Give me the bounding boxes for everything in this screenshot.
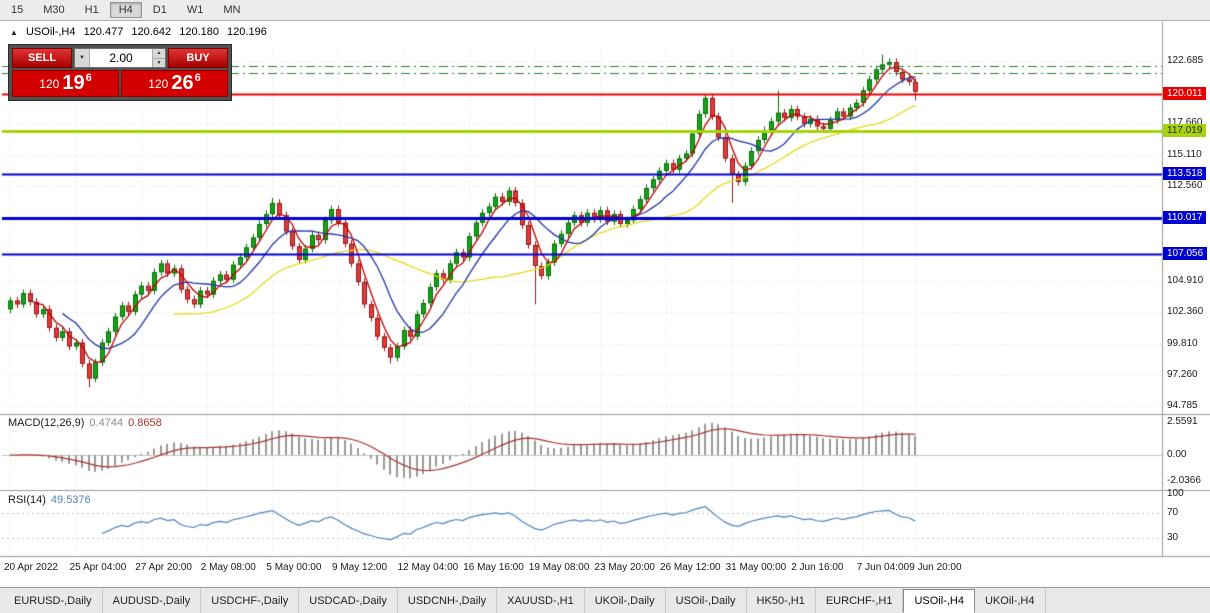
timeframe-button-h4[interactable]: H4 xyxy=(109,2,142,18)
price-axis[interactable] xyxy=(1163,22,1210,556)
tab-eurusd-daily[interactable]: EURUSD-,Daily xyxy=(4,588,103,613)
timeframe-toolbar: 15 M30 H1 H4 D1 W1 MN xyxy=(0,0,1210,21)
bid-price[interactable]: 120 19 6 xyxy=(12,70,119,97)
rsi-label: RSI(14) xyxy=(8,494,46,506)
rsi-value: 49.5376 xyxy=(50,494,91,506)
tab-xauusd-h1[interactable]: XAUUSD-,H1 xyxy=(497,588,585,613)
macd-label: MACD(12,26,9) xyxy=(8,417,85,429)
timeframe-button-mn[interactable]: MN xyxy=(223,4,241,16)
one-click-trading-panel: SELL ▼ 2.00 ▲ ▼ BUY 120 19 6 120 26 6 xyxy=(8,44,232,101)
ohlc-high: 120.642 xyxy=(131,26,172,38)
ohlc-open: 120.477 xyxy=(83,26,124,38)
ask-prefix: 120 xyxy=(148,77,169,91)
tab-usoil-daily[interactable]: USOil-,Daily xyxy=(666,588,747,613)
volume-decrease-button[interactable]: ▼ xyxy=(153,58,165,67)
volume-stepper: ▲ ▼ xyxy=(152,49,165,67)
timeframe-button-w1[interactable]: W1 xyxy=(186,4,204,16)
tab-usoil-h4[interactable]: USOil-,H4 xyxy=(903,589,975,613)
ask-pips: 26 xyxy=(171,72,194,94)
sell-button[interactable]: SELL xyxy=(12,48,72,68)
symbol-label: USOil-,H4 xyxy=(25,26,76,38)
chart-symbol-header: ▲ USOil-,H4 120.477 120.642 120.180 120.… xyxy=(10,26,272,38)
tab-usdcad-daily[interactable]: USDCAD-,Daily xyxy=(299,588,398,613)
timeframe-button-d1[interactable]: D1 xyxy=(152,4,167,16)
ask-price[interactable]: 120 26 6 xyxy=(121,70,228,97)
timeframe-button-m30[interactable]: M30 xyxy=(43,4,65,16)
tab-usdcnh-daily[interactable]: USDCNH-,Daily xyxy=(398,588,498,613)
timeframe-button-h1[interactable]: H1 xyxy=(84,4,99,16)
timeframe-button-15[interactable]: 15 xyxy=(11,4,24,16)
volume-increase-button[interactable]: ▲ xyxy=(153,49,165,59)
tab-audusd-daily[interactable]: AUDUSD-,Daily xyxy=(103,588,202,613)
ask-pipette: 6 xyxy=(194,72,201,84)
chart-tab-bar: EURUSD-,Daily AUDUSD-,Daily USDCHF-,Daily U… xyxy=(0,587,1210,613)
tab-hk50-h1[interactable]: HK50-,H1 xyxy=(747,588,816,613)
bid-pips: 19 xyxy=(62,72,85,94)
rsi-indicator-label: RSI(14) 49.5376 xyxy=(8,494,96,506)
macd-indicator-label: MACD(12,26,9) 0.4744 0.8658 xyxy=(8,417,167,429)
bid-prefix: 120 xyxy=(39,77,60,91)
ohlc-low: 120.180 xyxy=(179,26,219,38)
macd-signal-value: 0.8658 xyxy=(128,417,162,429)
ohlc-close: 120.196 xyxy=(227,26,267,38)
volume-input-group: ▼ 2.00 ▲ ▼ xyxy=(74,48,166,68)
one-click-toggle-icon[interactable]: ▲ xyxy=(10,28,18,37)
bid-pipette: 6 xyxy=(85,72,92,84)
tab-eurchf-h1[interactable]: EURCHF-,H1 xyxy=(816,588,904,613)
tab-usdchf-daily[interactable]: USDCHF-,Daily xyxy=(201,588,300,613)
buy-button[interactable]: BUY xyxy=(168,48,228,68)
tab-ukoil-daily[interactable]: UKOil-,Daily xyxy=(585,588,666,613)
time-axis[interactable] xyxy=(0,557,1162,585)
macd-main-value: 0.4744 xyxy=(89,417,124,429)
volume-dropdown-icon[interactable]: ▼ xyxy=(75,49,90,67)
tab-ukoil-h4[interactable]: UKOil-,H4 xyxy=(975,588,1046,613)
volume-input[interactable]: 2.00 xyxy=(109,51,133,65)
